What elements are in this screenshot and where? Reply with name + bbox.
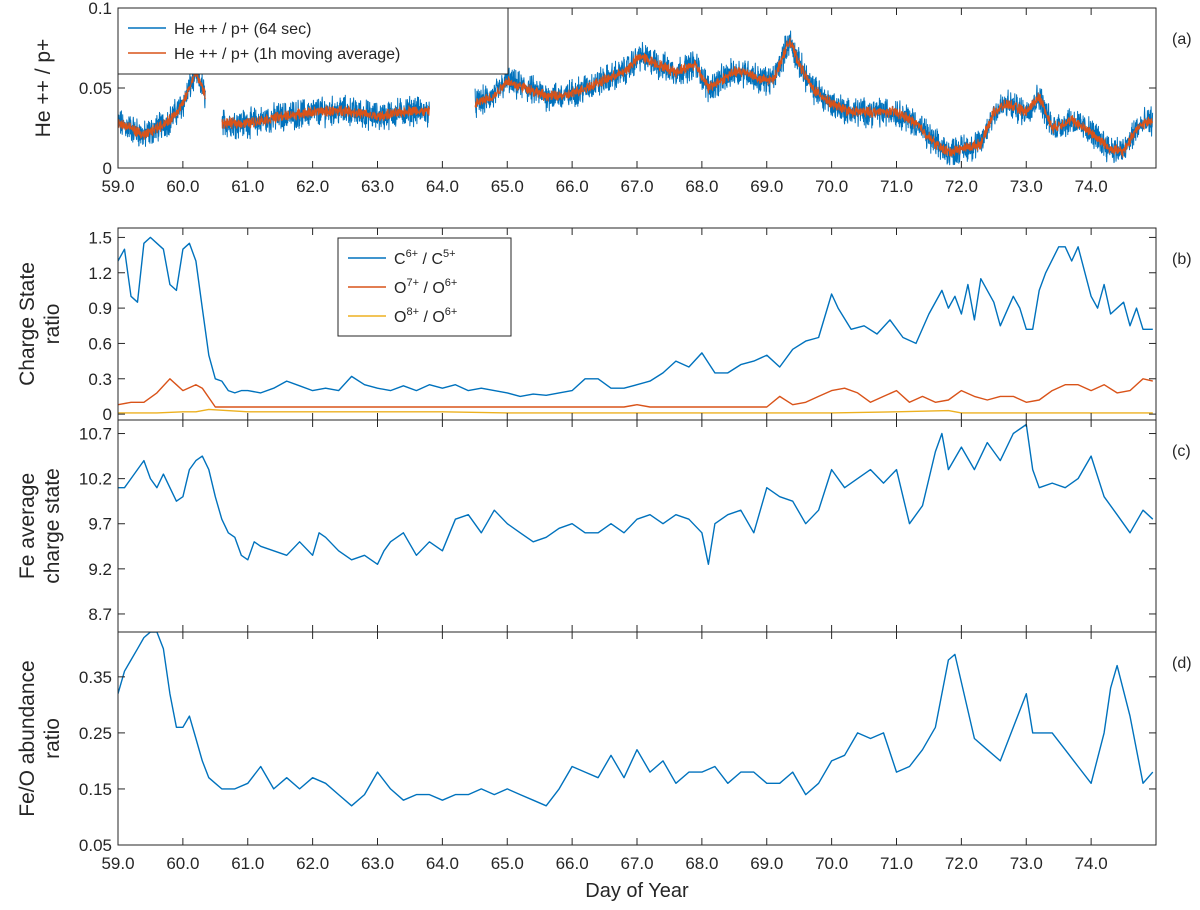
panel-label: (b): [1172, 251, 1192, 268]
series-line-b-3: [118, 408, 1153, 414]
x-tick-label: 65.0: [491, 177, 524, 196]
x-tick-label: 59.0: [101, 177, 134, 196]
plot-frame: [117, 631, 1157, 846]
x-tick-label: 72.0: [945, 177, 978, 196]
legend-entry: O8+ / O6+: [394, 306, 457, 326]
x-tick-label: 61.0: [231, 854, 264, 873]
series-line-a-2: [118, 37, 1154, 158]
x-tick-label: 66.0: [556, 177, 589, 196]
x-axis-label: Day of Year: [585, 880, 689, 902]
x-tick-label: 59.0: [101, 854, 134, 873]
x-tick-label: 63.0: [361, 854, 394, 873]
x-tick-label: 64.0: [426, 854, 459, 873]
x-tick-label: 69.0: [750, 177, 783, 196]
panel-label: (a): [1172, 31, 1192, 48]
y-tick-label: 0.9: [88, 299, 112, 318]
legend: He ++ / p+ (64 sec) He ++ / p+ (1h moving…: [117, 7, 509, 75]
panel-d: 0.05 0.15 0.25 0.35 59.0 60.0 61.0 62.0 63.0 64.0…: [16, 631, 1192, 873]
y-tick-label: 1.2: [88, 264, 112, 283]
y-tick-label: 1.5: [88, 228, 112, 247]
y-tick-label: 0: [103, 159, 112, 178]
x-tick-label: 70.0: [815, 854, 848, 873]
y-tick-label: 0.05: [79, 79, 112, 98]
legend-entry: C6+ / C5+: [394, 248, 456, 268]
x-tick-label: 68.0: [685, 177, 718, 196]
x-tick-label: 72.0: [945, 854, 978, 873]
y-tick-label: 9.7: [88, 515, 112, 534]
x-tick-label: 60.0: [166, 177, 199, 196]
y-tick-label: 8.7: [88, 605, 112, 624]
series-line-b-2: [118, 378, 1153, 408]
y-axis-label: Charge Stateratio: [16, 262, 64, 386]
series-line-d-1: [118, 632, 1154, 807]
y-tick-label: 0: [103, 405, 112, 424]
legend-entry: He ++ / p+ (1h moving average): [174, 46, 400, 63]
y-tick-label: 9.2: [88, 560, 112, 579]
x-tick-label: 73.0: [1010, 177, 1043, 196]
x-tick-label: 71.0: [880, 854, 913, 873]
x-tick-label: 68.0: [685, 854, 718, 873]
x-tick-label: 71.0: [880, 177, 913, 196]
x-tick-label: 69.0: [750, 854, 783, 873]
x-tick-label: 74.0: [1075, 177, 1108, 196]
plot-frame: [117, 419, 1157, 633]
legend-box: [117, 7, 509, 75]
y-tick-label: 0.35: [79, 668, 112, 687]
panel-label: (c): [1172, 443, 1191, 460]
x-tick-label: 63.0: [361, 177, 394, 196]
y-tick-label: 0.6: [88, 334, 112, 353]
x-tick-label: 73.0: [1010, 854, 1043, 873]
y-tick-label: 0.15: [79, 780, 112, 799]
legend: C6+ / C5+ O7+ / O6+ O8+ / O6+: [337, 237, 512, 337]
x-tick-label: 64.0: [426, 177, 459, 196]
panel-b: 0 0.3 0.6 0.9 1.2 1.5 Charge Stateratio (b) C6+ …: [16, 227, 1192, 424]
x-tick-label: 60.0: [166, 854, 199, 873]
y-tick-label: 0.1: [88, 0, 112, 18]
series-line-b-1: [118, 236, 1153, 398]
series-line-c-1: [118, 423, 1154, 565]
legend-entry: He ++ / p+ (64 sec): [174, 21, 311, 38]
x-tick-label: 67.0: [620, 854, 653, 873]
x-tick-label: 62.0: [296, 854, 329, 873]
y-axis-label: Fe averagecharge state: [16, 468, 64, 584]
y-tick-label: 10.7: [79, 425, 112, 444]
x-tick-label: 67.0: [620, 177, 653, 196]
x-tick-label: 74.0: [1075, 854, 1108, 873]
panel-label: (d): [1172, 655, 1192, 672]
y-tick-label: 0.05: [79, 836, 112, 855]
x-tick-label: 61.0: [231, 177, 264, 196]
y-axis-label: He ++ / p+: [32, 39, 55, 138]
y-tick-label: 10.2: [79, 470, 112, 489]
panel-c: 8.7 9.2 9.7 10.2 10.7 Fe averagecharge state (…: [16, 419, 1191, 633]
x-tick-label: 65.0: [491, 854, 524, 873]
x-tick-label: 70.0: [815, 177, 848, 196]
legend-entry: O7+ / O6+: [394, 277, 457, 297]
panel-a: 0 0.05 0.1 59.0 60.0 61.0 62.0 63.0 64.0 65.0 66.0…: [32, 0, 1192, 196]
y-tick-label: 0.3: [88, 370, 112, 389]
x-tick-label: 66.0: [556, 854, 589, 873]
x-tick-label: 62.0: [296, 177, 329, 196]
y-axis-label: Fe/O abundanceratio: [16, 660, 64, 816]
y-tick-label: 0.25: [79, 724, 112, 743]
